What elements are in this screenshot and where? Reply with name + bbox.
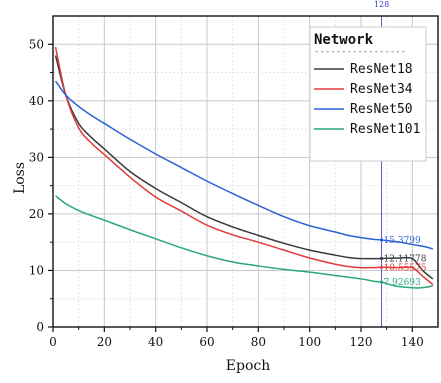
legend-box bbox=[309, 26, 427, 162]
plot-frame bbox=[52, 15, 439, 328]
y-tick-label: 10 bbox=[29, 263, 44, 277]
value-label-resnet101: 7.92693 bbox=[384, 278, 421, 288]
y-tick-label: 30 bbox=[29, 150, 44, 164]
x-tick-label: 0 bbox=[49, 335, 57, 349]
y-tick-label: 50 bbox=[29, 37, 44, 51]
legend: Network----------------- ResNet18 ResNet34… bbox=[309, 26, 427, 162]
marker-label: 128 bbox=[374, 0, 389, 9]
x-tick-label: 80 bbox=[251, 335, 266, 349]
y-tick-label: 0 bbox=[36, 320, 44, 334]
legend-item-resnet101: ResNet101 bbox=[350, 122, 420, 137]
axes bbox=[52, 15, 439, 328]
series-line-resnet18 bbox=[54, 55, 434, 280]
series-layer bbox=[54, 46, 434, 289]
value-label-resnet50: 15.3799 bbox=[384, 236, 421, 246]
legend-item-resnet50: ResNet50 bbox=[350, 102, 413, 117]
legend-separator: ----------------- bbox=[314, 47, 406, 57]
legend-item-resnet18: ResNet18 bbox=[350, 62, 413, 77]
x-tick-label: 100 bbox=[298, 335, 321, 349]
y-tick-label: 20 bbox=[29, 207, 44, 221]
series-line-resnet50 bbox=[54, 80, 434, 250]
legend-title: Network bbox=[314, 32, 374, 48]
marker-point-resnet50 bbox=[379, 238, 384, 242]
value-label-resnet18: 12.11778 bbox=[384, 254, 427, 264]
x-tick-label: 40 bbox=[148, 335, 163, 349]
x-tick-label: 60 bbox=[199, 335, 214, 349]
y-tick-label: 40 bbox=[29, 94, 44, 108]
x-tick-label: 140 bbox=[401, 335, 424, 349]
marker-point-resnet34 bbox=[379, 265, 384, 269]
marker-point-resnet101 bbox=[379, 280, 384, 284]
series-line-resnet34 bbox=[54, 46, 434, 286]
ticks: 0 20 40 60 80 100 120 140 0 10 20 30 40 50 bbox=[29, 37, 424, 349]
legend-item-resnet34: ResNet34 bbox=[350, 82, 413, 97]
series-line-resnet101 bbox=[55, 195, 434, 289]
x-axis-title: Epoch bbox=[226, 358, 270, 374]
marker-point-resnet18 bbox=[379, 256, 384, 261]
y-axis-title: Loss bbox=[12, 162, 28, 194]
x-tick-label: 20 bbox=[97, 335, 112, 349]
value-label-resnet34: 10.55575 bbox=[384, 263, 427, 273]
x-tick-label: 120 bbox=[350, 335, 373, 349]
